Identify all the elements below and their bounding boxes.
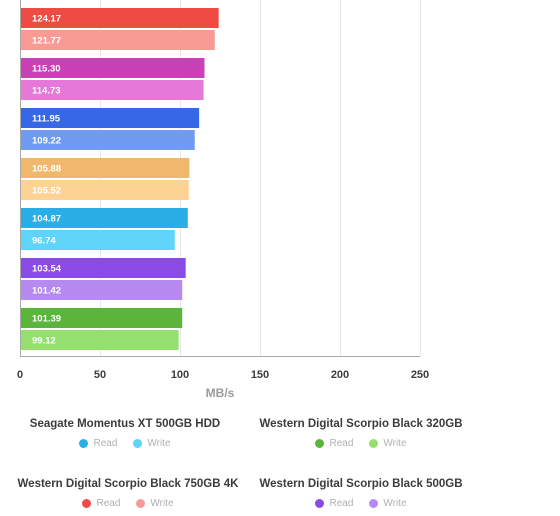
x-tick-label: 150 — [251, 369, 269, 381]
bar-value-label: 101.42 — [32, 286, 61, 297]
bar-read — [21, 158, 190, 178]
read-dot-icon — [315, 439, 325, 448]
bar-value-label: 109.22 — [32, 136, 61, 147]
legend-group-wd-scorpio-750-4k[interactable]: Western Digital Scorpio Black 750GB 4K R… — [3, 478, 253, 509]
legend-item-read[interactable]: Read — [315, 438, 353, 449]
read-dot-icon — [82, 499, 92, 508]
bar-write — [21, 80, 204, 100]
legend-group-seagate-momentus[interactable]: Seagate Momentus XT 500GB HDD Read Write — [0, 418, 250, 449]
legend-title: Western Digital Scorpio Black 320GB — [259, 418, 463, 430]
legend-item-write[interactable]: Write — [133, 438, 171, 449]
legend-read-label: Read — [93, 438, 118, 449]
bar-write — [21, 30, 215, 50]
bar-value-label: 111.95 — [32, 114, 61, 125]
bar-write — [21, 280, 183, 300]
bar-value-label: 105.52 — [32, 186, 61, 197]
legend-write-label: Write — [383, 498, 407, 509]
bar-chart: 0 50 100 150 200 250 MB/s 124.17 121.77 115.30 114… — [17, 0, 429, 400]
bar-write — [21, 230, 175, 250]
bar-value-label: 115.30 — [32, 64, 61, 75]
legend-write-label: Write — [150, 498, 174, 509]
bar-value-label: 105.88 — [32, 164, 61, 175]
bar-value-label: 101.39 — [32, 314, 61, 325]
bar-read — [21, 8, 219, 28]
bar-write — [21, 330, 179, 350]
legend-item-read[interactable]: Read — [315, 498, 353, 509]
legend-title: Western Digital Scorpio Black 750GB 4K — [17, 478, 239, 490]
bar-read — [21, 208, 188, 228]
legend-item-read[interactable]: Read — [82, 498, 120, 509]
legend-title: Seagate Momentus XT 500GB HDD — [29, 418, 221, 430]
write-dot-icon — [136, 499, 146, 508]
bar-value-label: 114.73 — [32, 86, 61, 97]
bar-write — [21, 130, 195, 150]
write-dot-icon — [133, 439, 143, 448]
legend-group-wd-scorpio-320[interactable]: Western Digital Scorpio Black 320GB Read… — [236, 418, 486, 449]
bar-write — [21, 180, 189, 200]
legend-write-label: Write — [147, 438, 171, 449]
legend-item-write[interactable]: Write — [369, 438, 407, 449]
legend-item-write[interactable]: Write — [369, 498, 407, 509]
x-tick-label: 250 — [411, 369, 429, 381]
bar-value-label: 104.87 — [32, 214, 61, 225]
legend-item-write[interactable]: Write — [136, 498, 174, 509]
x-tick-label: 50 — [94, 369, 106, 381]
x-tick-label: 0 — [17, 369, 23, 381]
bar-read — [21, 308, 183, 328]
write-dot-icon — [369, 499, 379, 508]
legend-read-label: Read — [329, 438, 354, 449]
read-dot-icon — [79, 439, 89, 448]
legend-group-wd-scorpio-500[interactable]: Western Digital Scorpio Black 500GB Read… — [236, 478, 486, 509]
bar-read — [21, 58, 205, 78]
legend-title: Western Digital Scorpio Black 500GB — [259, 478, 463, 490]
x-tick-label: 200 — [331, 369, 349, 381]
read-dot-icon — [315, 499, 325, 508]
bar-value-label: 96.74 — [32, 236, 56, 247]
legend-write-label: Write — [383, 438, 407, 449]
write-dot-icon — [369, 439, 379, 448]
bar-value-label: 99.12 — [32, 336, 56, 347]
x-axis-label: MB/s — [206, 386, 235, 400]
bar-read — [21, 258, 186, 278]
bar-value-label: 124.17 — [32, 14, 61, 25]
legend-item-read[interactable]: Read — [79, 438, 117, 449]
legend-read-label: Read — [96, 498, 121, 509]
x-tick-label: 100 — [171, 369, 189, 381]
bar-read — [21, 108, 200, 128]
bar-value-label: 103.54 — [32, 264, 62, 275]
bar-value-label: 121.77 — [32, 36, 61, 47]
legend-read-label: Read — [329, 498, 354, 509]
